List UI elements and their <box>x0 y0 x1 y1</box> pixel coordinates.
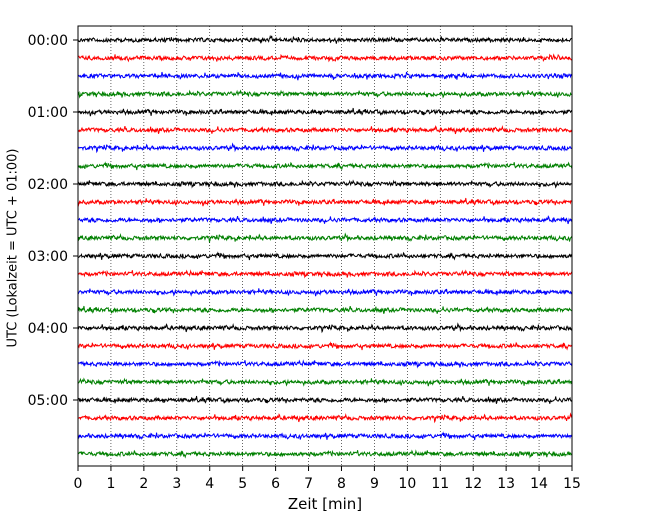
trace-00:30 <box>77 71 573 81</box>
x-tick-label: 7 <box>304 476 313 492</box>
trace-02:30 <box>77 215 573 225</box>
trace-04:30 <box>77 359 573 369</box>
y-axis-ticks: 00:00 01:00 02:00 03:00 04:00 05:00 <box>28 33 78 409</box>
y-tick-label: 01:00 <box>28 105 68 121</box>
y-tick-label: 02:00 <box>28 177 68 193</box>
trace-02:15 <box>77 197 573 207</box>
trace-03:30 <box>77 288 573 297</box>
x-tick-label: 6 <box>271 476 280 492</box>
trace-01:00 <box>77 107 573 117</box>
trace-02:45 <box>77 232 573 244</box>
trace-04:15 <box>77 341 573 351</box>
trace-05:00 <box>77 395 573 404</box>
x-axis-label: Zeit [min] <box>288 495 362 513</box>
trace-04:45 <box>77 377 573 387</box>
trace-03:00 <box>77 251 573 261</box>
trace-00:45 <box>77 89 573 99</box>
x-tick-label: 2 <box>139 476 148 492</box>
x-tick-label: 10 <box>398 476 416 492</box>
x-tick-label: 4 <box>205 476 214 492</box>
x-tick-label: 11 <box>431 476 449 492</box>
trace-01:45 <box>77 161 573 171</box>
trace-05:30 <box>77 431 573 441</box>
y-axis-label: UTC (Lokalzeit = UTC + 01:00) <box>6 149 21 348</box>
x-tick-label: 9 <box>370 476 379 492</box>
y-tick-label: 03:00 <box>28 249 68 265</box>
trace-05:15 <box>77 412 573 424</box>
plot-frame <box>77 25 573 467</box>
y-tick-label: 05:00 <box>28 393 68 409</box>
grid-lines <box>110 26 540 466</box>
x-tick-label: 1 <box>106 476 115 492</box>
trace-00:00 <box>77 34 573 44</box>
trace-00:15 <box>77 53 573 63</box>
x-axis-ticks: 0 1 2 3 4 5 6 7 8 9 10 11 12 13 14 15 <box>74 466 581 492</box>
trace-01:30 <box>77 142 573 154</box>
x-tick-label: 3 <box>172 476 181 492</box>
seismic-traces <box>77 34 573 459</box>
x-tick-label: 0 <box>74 476 83 492</box>
trace-02:00 <box>77 179 573 189</box>
trace-01:15 <box>77 124 573 135</box>
x-tick-label: 15 <box>563 476 581 492</box>
x-tick-label: 5 <box>238 476 247 492</box>
trace-04:00 <box>77 322 573 334</box>
x-tick-label: 14 <box>530 476 548 492</box>
y-tick-label: 00:00 <box>28 33 68 49</box>
x-tick-label: 13 <box>497 476 515 492</box>
trace-03:45 <box>77 305 573 314</box>
x-tick-label: 12 <box>464 476 482 492</box>
x-tick-label: 8 <box>337 476 346 492</box>
y-tick-label: 04:00 <box>28 321 68 337</box>
trace-03:15 <box>77 269 573 279</box>
trace-05:45 <box>77 449 573 459</box>
